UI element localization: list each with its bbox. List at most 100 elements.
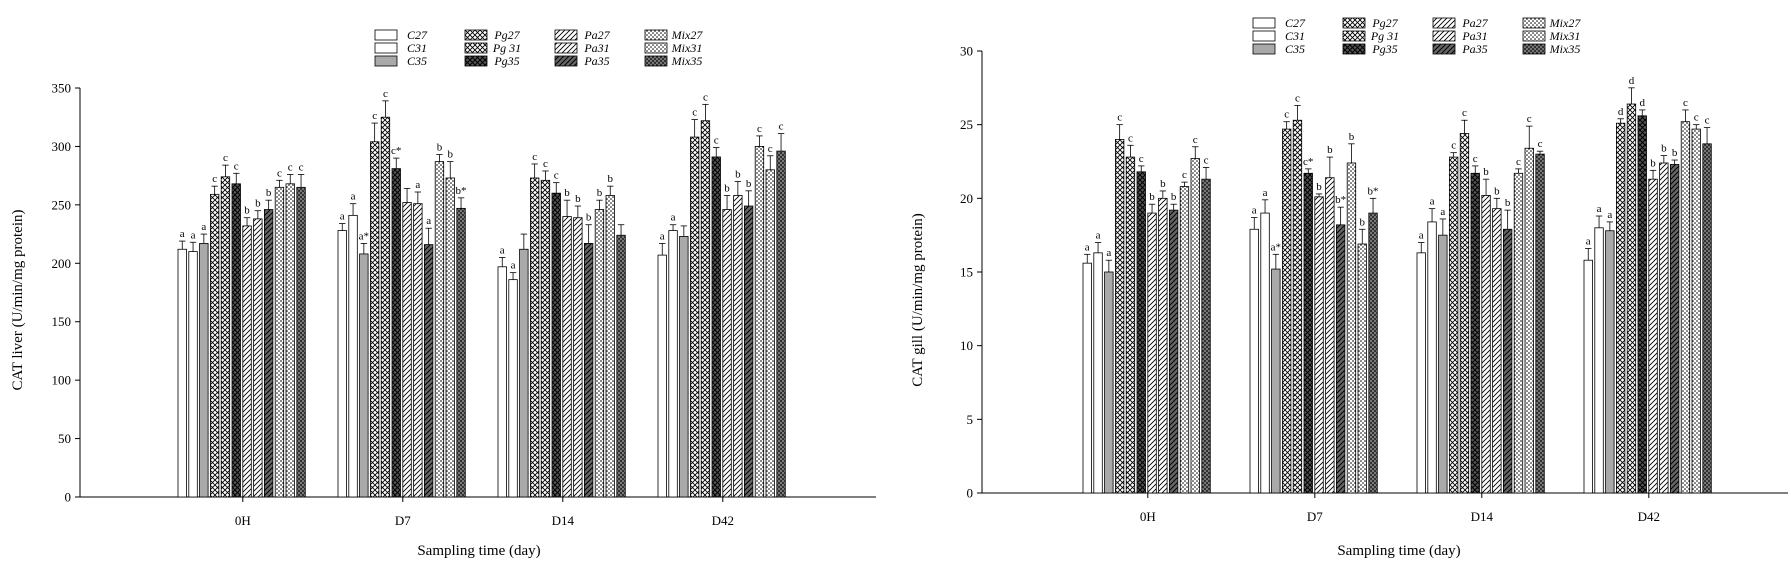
gill-bar	[1670, 164, 1680, 494]
gill-bar	[1524, 147, 1534, 494]
liver-bar	[679, 236, 689, 498]
gill-significance-label: b	[1661, 143, 1667, 155]
gill-bar	[1325, 177, 1335, 494]
gill-bar	[1680, 121, 1691, 494]
liver-bar	[263, 209, 274, 498]
liver-bar	[594, 209, 605, 498]
liver-bar	[690, 136, 700, 498]
liver-bar	[700, 120, 711, 498]
liver-legend-label: Pa35	[583, 54, 609, 68]
gill-significance-label: b*	[1335, 194, 1346, 206]
gill-significance-label: a	[1597, 203, 1602, 215]
liver-bar	[733, 195, 743, 498]
liver-bar	[530, 177, 540, 498]
gill-bar	[1082, 262, 1092, 494]
gill-legend-swatch	[1432, 43, 1456, 55]
gill-bar	[1249, 228, 1259, 494]
liver-significance-label: c	[532, 151, 537, 163]
liver-significance-label: a*	[359, 230, 369, 242]
liver-legend-swatch	[554, 42, 578, 54]
liver-significance-label: b	[244, 205, 250, 217]
liver-bar	[508, 279, 518, 498]
gill-significance-label: c	[1295, 93, 1300, 105]
gill-legend-label: Pa35	[1461, 42, 1487, 56]
gill-legend-swatch	[1342, 30, 1366, 42]
gill-legend-label: Mix31	[1549, 29, 1581, 43]
liver-significance-label: b	[255, 198, 261, 210]
liver-significance-label: b	[586, 212, 592, 224]
gill-bar	[1136, 171, 1146, 494]
gill-bar	[1438, 234, 1448, 494]
liver-bar	[657, 254, 667, 498]
gill-bar	[1158, 197, 1168, 494]
liver-y-tick-label: 200	[52, 256, 72, 271]
gill-bar	[1648, 178, 1658, 494]
gill-significance-label: c	[1128, 132, 1133, 144]
liver-legend-swatch	[464, 29, 488, 41]
gill-x-tick-label: D42	[1638, 509, 1660, 524]
liver-bar	[369, 141, 380, 498]
gill-bar	[1416, 252, 1426, 494]
liver-bar	[584, 243, 594, 498]
liver-significance-label: c	[212, 173, 217, 185]
gill-significance-label: b	[1650, 157, 1656, 169]
gill-significance-label: a	[1586, 235, 1591, 247]
liver-significance-label: c	[703, 91, 708, 103]
liver-bar	[562, 216, 572, 498]
liver-legend-swatch	[554, 55, 578, 67]
liver-significance-label: b	[575, 193, 581, 205]
liver-bar	[188, 251, 198, 498]
liver-bar	[540, 179, 551, 498]
liver-bar	[253, 218, 263, 498]
gill-bar	[1093, 252, 1103, 494]
gill-bar	[1147, 212, 1157, 494]
gill-bar	[1346, 162, 1357, 494]
liver-chart: CAT liver (U/min/mg protein) Sampling ti…	[10, 28, 876, 559]
gill-bar	[1271, 268, 1281, 494]
gill-bar	[1282, 128, 1292, 494]
liver-bar	[402, 202, 412, 498]
gill-significance-label: d	[1629, 75, 1635, 87]
gill-significance-label: a	[1430, 196, 1435, 208]
liver-significance-label: b	[266, 187, 272, 199]
gill-significance-label: b	[1171, 191, 1177, 203]
gill-chart: CAT gill (U/min/mg protein) Sampling tim…	[910, 16, 1788, 559]
gill-bar	[1449, 156, 1459, 494]
liver-significance-label: b	[746, 178, 752, 190]
gill-bar	[1357, 243, 1367, 494]
liver-legend-label: C35	[407, 54, 427, 68]
liver-significance-label: a	[671, 212, 676, 224]
liver-legend-label: Mix35	[671, 54, 703, 68]
liver-legend-label: Pg 31	[492, 41, 521, 55]
gill-significance-label: a	[1096, 230, 1101, 242]
gill-bar	[1659, 162, 1669, 494]
liver-bar	[348, 214, 358, 498]
gill-significance-label: c	[1683, 97, 1688, 109]
liver-significance-label: a	[191, 229, 196, 241]
gill-bar	[1503, 228, 1513, 494]
liver-significance-label: b	[564, 187, 570, 199]
gill-legend-label: C27	[1285, 16, 1306, 30]
liver-legend-label: C27	[407, 28, 428, 42]
liver-y-tick-label: 100	[52, 373, 72, 388]
gill-significance-label: b	[1494, 185, 1500, 197]
gill-legend-swatch	[1432, 30, 1456, 42]
gill-legend-swatch	[1342, 17, 1366, 29]
gill-bar	[1583, 259, 1593, 494]
gill-significance-label: b	[1327, 144, 1333, 156]
gill-y-tick-label: 25	[960, 117, 973, 132]
gill-legend-label: Mix35	[1549, 42, 1581, 56]
gill-bar	[1702, 143, 1712, 494]
gill-significance-label: c	[1462, 107, 1467, 119]
gill-significance-label: a	[1607, 209, 1612, 221]
liver-bar	[754, 146, 765, 498]
gill-significance-label: b	[1349, 131, 1355, 143]
liver-bar	[711, 156, 721, 498]
gill-bar	[1201, 178, 1211, 494]
liver-significance-label: c	[234, 160, 239, 172]
liver-bar	[337, 230, 347, 498]
liver-bar	[285, 183, 295, 498]
gill-significance-label: b	[1316, 181, 1322, 193]
liver-x-axis-title: Sampling time (day)	[417, 543, 540, 559]
